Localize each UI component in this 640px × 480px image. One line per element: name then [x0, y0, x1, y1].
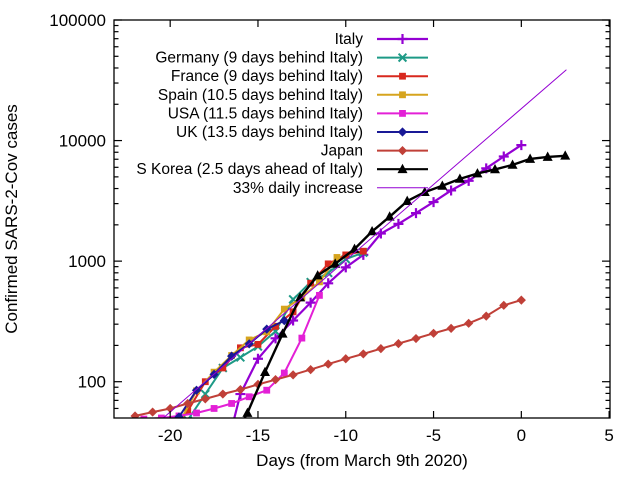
legend-item-uk-13-5-days-behind-italy: UK (13.5 days behind Italy): [176, 124, 428, 141]
legend-label: 33% daily increase: [233, 180, 363, 197]
legend-item-33-daily-increase: 33% daily increase: [233, 180, 428, 197]
legend-item-s-korea-2-5-days-ahead-of-italy: S Korea (2.5 days ahead of Italy): [136, 161, 428, 178]
legend-label: Italy: [335, 31, 364, 48]
series-markers-germany-9-days-behind-italy: [166, 248, 368, 418]
series-markers-s-korea-2-5-days-ahead-of-italy: [242, 150, 571, 417]
x-tick-label: 5: [604, 426, 613, 445]
legend-item-usa-11-5-days-behind-italy: USA (11.5 days behind Italy): [168, 105, 428, 122]
legend-sample-marker-square-icon: [399, 110, 406, 117]
legend-label: France (9 days behind Italy): [171, 68, 363, 85]
legend-label: S Korea (2.5 days ahead of Italy): [136, 161, 363, 178]
y-tick-label: 1000: [68, 252, 106, 271]
series-s-korea-2-5-days-ahead-of-italy: [242, 150, 571, 418]
legend-label: Germany (9 days behind Italy): [155, 50, 363, 67]
series-markers-japan: [130, 295, 526, 418]
x-tick-label: 0: [517, 426, 526, 445]
x-tick-label: -5: [426, 426, 441, 445]
series-layer: [130, 69, 571, 418]
legend-label: UK (13.5 days behind Italy): [176, 124, 363, 141]
plot-border: [113, 19, 611, 419]
legend-item-japan: Japan: [321, 143, 428, 160]
y-axis-title: Confirmed SARS-2-Cov cases: [2, 104, 21, 334]
legend-sample-marker-diamond-icon: [397, 127, 408, 137]
x-tick-label: -15: [246, 426, 271, 445]
x-tick-label: -20: [158, 426, 183, 445]
legend-item-italy: Italy: [335, 31, 428, 48]
legend-sample-marker-cross-icon: [397, 52, 408, 63]
legend-label: USA (11.5 days behind Italy): [168, 105, 363, 122]
series-line-33-daily-increase: [162, 69, 567, 418]
legend-item-spain-10-5-days-behind-italy: Spain (10.5 days behind Italy): [158, 87, 428, 104]
legend-label: Japan: [321, 143, 363, 160]
x-axis-title: Days (from March 9th 2020): [256, 451, 468, 470]
legend-sample-marker-square-icon: [399, 72, 406, 80]
series-markers-italy: [235, 140, 527, 400]
legend-item-germany-9-days-behind-italy: Germany (9 days behind Italy): [155, 50, 428, 67]
y-tick-label: 10000: [59, 132, 106, 151]
series-italy: [233, 140, 527, 418]
legend: Italy Germany (9 days behind Italy)France…: [136, 31, 428, 197]
legend-label: Spain (10.5 days behind Italy): [158, 87, 363, 104]
series-33-daily-increase: [162, 69, 567, 418]
y-tick-label: 100: [78, 373, 106, 392]
legend-item-france-9-days-behind-italy: France (9 days behind Italy): [171, 68, 428, 85]
series-line-s-korea-2-5-days-ahead-of-italy: [243, 154, 567, 418]
legend-sample-marker-plus-icon: [397, 34, 408, 44]
series-germany-9-days-behind-italy: [166, 248, 368, 418]
series-line-italy: [233, 144, 523, 418]
y-tick-label: 100000: [49, 11, 106, 30]
legend-sample-marker-triangle-icon: [397, 163, 408, 174]
x-tick-label: -10: [333, 426, 358, 445]
legend-sample-marker-diamond-icon: [397, 146, 408, 156]
axis-ticks: [114, 19, 610, 418]
legend-sample-marker-square-icon: [399, 91, 406, 99]
tick-labels: -20 -15 -10 -5 0 5 100 1000 10000 100000: [49, 11, 614, 445]
series-japan: [130, 295, 526, 418]
